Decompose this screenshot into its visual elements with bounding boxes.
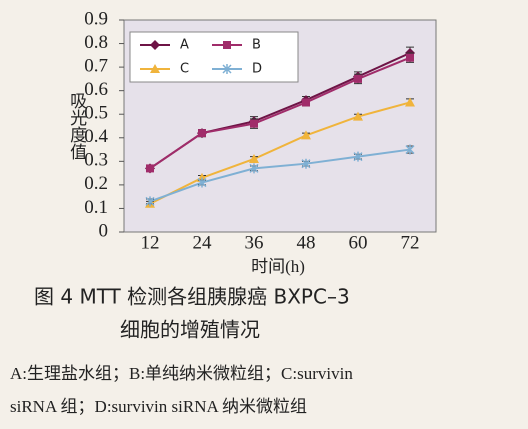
legend-label: B — [252, 38, 261, 53]
legend-label: C — [180, 62, 189, 77]
x-tick-label: 36 — [245, 232, 264, 253]
x-axis-label: 时间(h) — [251, 257, 305, 276]
series-line — [149, 101, 411, 205]
y-tick-label: 0.1 — [84, 197, 108, 218]
point — [301, 130, 311, 140]
point — [301, 158, 311, 169]
y-tick-label: 0.8 — [84, 32, 108, 53]
point — [302, 98, 310, 107]
point — [405, 144, 415, 155]
y-tick-label: 0 — [99, 220, 109, 241]
point — [145, 196, 155, 207]
y-tick-label: 0.7 — [84, 55, 108, 76]
point — [353, 151, 363, 162]
series-line — [149, 148, 411, 203]
series-line — [149, 56, 411, 170]
point — [406, 53, 414, 62]
y-tick-label: 0.4 — [84, 126, 108, 147]
legend-label: D — [252, 62, 262, 77]
legend-marker — [223, 41, 231, 49]
x-tick-label: 24 — [193, 232, 213, 253]
point — [250, 119, 258, 128]
x-tick-label: 60 — [349, 232, 368, 253]
point — [353, 111, 363, 121]
x-tick-label: 48 — [297, 232, 316, 253]
caption-title: 细胞的增殖情况 — [120, 318, 260, 342]
legend-marker — [150, 40, 160, 50]
y-tick-label: 0.9 — [84, 8, 108, 29]
legend — [129, 31, 299, 83]
caption-note: siRNA 组；D:survivin siRNA 纳米微粒组 — [10, 397, 307, 416]
y-tick-label: 0.2 — [84, 173, 108, 194]
y-axis-label: 吸光度值 — [67, 92, 87, 160]
y-tick-label: 0.5 — [84, 103, 108, 124]
y-tick-label: 0.3 — [84, 150, 108, 171]
y-tick-label: 0.6 — [84, 79, 108, 100]
caption-note: A:生理盐水组；B:单纯纳米微粒组；C:survivin — [10, 364, 353, 383]
point — [197, 177, 207, 188]
x-tick-label: 12 — [141, 232, 160, 253]
x-tick-label: 72 — [401, 232, 420, 253]
point — [146, 164, 154, 173]
point — [354, 74, 362, 83]
point — [249, 163, 259, 174]
point — [198, 129, 206, 138]
legend-label: A — [180, 38, 189, 53]
caption-title: 图 4 MTT 检测各组胰腺癌 BXPC–3 — [34, 285, 350, 309]
point — [249, 153, 259, 163]
legend-marker — [222, 64, 232, 74]
point — [405, 97, 415, 107]
legend-marker — [150, 64, 160, 73]
